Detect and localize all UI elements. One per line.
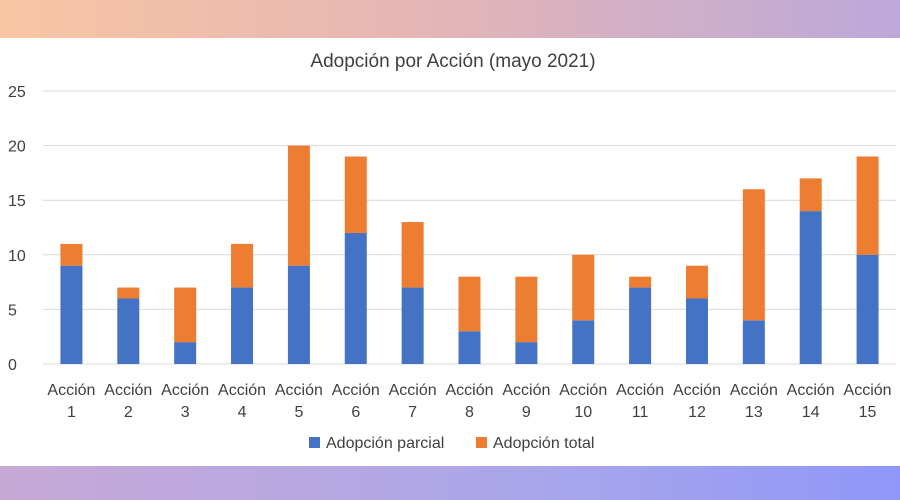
bar-segment-total-14 — [799, 178, 822, 212]
bar-segment-parcial-6 — [344, 232, 367, 364]
x-tick-label: Acción 15 — [844, 382, 892, 421]
bar-segment-total-7 — [401, 222, 424, 288]
stacked-bar-chart: Adopción por Acción (mayo 2021) 0 5 10 15 20… — [8, 51, 896, 452]
x-tick-label: Acción 2 — [104, 382, 152, 421]
bar-segment-total-15 — [856, 156, 879, 255]
chart-title: Adopción por Acción (mayo 2021) — [310, 51, 595, 72]
x-tick-label: Acción 3 — [161, 382, 209, 421]
top-gradient-band — [0, 0, 900, 38]
y-tick-label: 0 — [8, 357, 17, 374]
legend-label-adopcion-parcial: Adopción parcial — [326, 435, 444, 452]
x-tick-label: Acción 1 — [47, 382, 95, 421]
x-tick-label: Acción 8 — [445, 382, 493, 421]
bar-segment-parcial-13 — [742, 320, 765, 364]
x-tick-label: Acción 5 — [275, 382, 323, 421]
y-tick-label: 20 — [8, 139, 26, 156]
bar-segment-total-6 — [344, 156, 367, 233]
bar-segment-parcial-12 — [685, 298, 708, 364]
x-tick-label: Acción 9 — [502, 382, 550, 421]
bar-segment-parcial-3 — [174, 342, 197, 364]
y-tick-label: 5 — [8, 302, 17, 319]
bar-segment-total-9 — [515, 276, 538, 343]
bar-segment-parcial-8 — [458, 331, 481, 364]
bar-segment-total-11 — [629, 276, 652, 288]
x-tick-label: Acción 11 — [616, 382, 664, 421]
bar-segment-parcial-4 — [231, 287, 254, 364]
y-tick-label: 10 — [8, 248, 26, 265]
x-tick-label: Acción 4 — [218, 382, 266, 421]
bottom-gradient-band — [0, 466, 900, 500]
bar-segment-total-2 — [117, 287, 140, 299]
y-axis-ticks: 0 5 10 15 20 25 — [8, 84, 26, 374]
legend-label-adopcion-total: Adopción total — [493, 435, 594, 452]
bar-segment-parcial-1 — [60, 265, 83, 364]
bar-segment-total-1 — [60, 243, 83, 266]
x-tick-label: Acción 12 — [673, 382, 721, 421]
bar-segment-total-13 — [742, 189, 765, 321]
legend-swatch-adopcion-parcial — [309, 437, 320, 448]
bar-segment-total-5 — [287, 145, 310, 266]
bar-segment-total-3 — [174, 287, 197, 343]
bar-segment-parcial-11 — [629, 287, 652, 364]
bar-segment-parcial-9 — [515, 342, 538, 364]
x-tick-label: Acción 13 — [730, 382, 778, 421]
y-tick-label: 25 — [8, 84, 26, 101]
legend-swatch-adopcion-total — [476, 437, 487, 448]
bar-segment-parcial-10 — [572, 320, 595, 364]
bars — [60, 145, 879, 364]
bar-segment-parcial-15 — [856, 254, 879, 364]
x-tick-label: Acción 7 — [389, 382, 437, 421]
x-tick-label: Acción 14 — [787, 382, 835, 421]
legend: Adopción parcial Adopción total — [309, 435, 594, 452]
y-tick-label: 15 — [8, 193, 26, 210]
bar-segment-parcial-7 — [401, 287, 424, 364]
bar-segment-parcial-2 — [117, 298, 140, 364]
bar-segment-total-12 — [685, 265, 708, 299]
bar-segment-parcial-5 — [287, 265, 310, 364]
x-tick-label: Acción 10 — [559, 382, 607, 421]
bar-segment-total-8 — [458, 276, 481, 332]
bar-segment-total-10 — [572, 254, 595, 321]
bar-segment-total-4 — [231, 243, 254, 288]
x-tick-label: Acción 6 — [332, 382, 380, 421]
bar-segment-parcial-14 — [799, 211, 822, 364]
